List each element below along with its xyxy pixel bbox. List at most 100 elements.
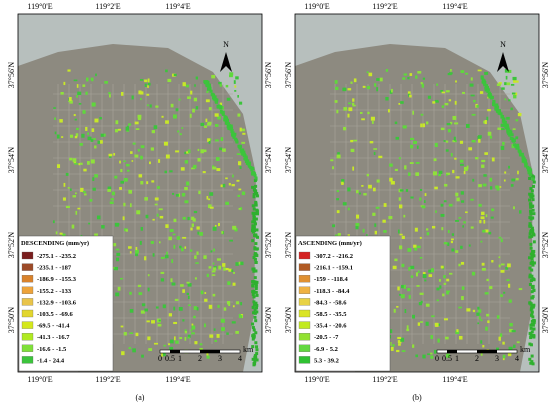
ps-point: [217, 116, 221, 120]
coast-point: [255, 235, 259, 239]
lon-label: 119°2'E: [95, 2, 120, 11]
ps-point: [119, 160, 121, 164]
coast-point: [495, 103, 499, 107]
coast-point: [253, 315, 257, 319]
ps-point: [65, 172, 69, 176]
ps-point: [389, 177, 393, 182]
ps-point: [334, 100, 338, 103]
coast-point: [219, 105, 223, 109]
lat-label: 37°52'N: [7, 232, 16, 259]
lat-label: 37°54'N: [7, 147, 16, 174]
ps-point: [166, 251, 168, 255]
ps-point: [458, 217, 462, 219]
ps-point: [208, 266, 212, 269]
ps-point: [78, 163, 81, 166]
ps-point: [169, 228, 174, 233]
coast-point: [529, 308, 533, 312]
ps-point: [415, 75, 418, 79]
ps-point: [455, 80, 457, 83]
ps-point: [130, 151, 133, 154]
coast-point: [523, 159, 527, 163]
ps-point: [190, 227, 193, 231]
coast-point: [212, 95, 216, 99]
ps-point: [461, 296, 464, 301]
ps-point: [140, 98, 142, 101]
coast-point: [529, 252, 533, 256]
scale-label: 4: [238, 354, 242, 363]
coast-point: [242, 150, 246, 154]
ps-point: [408, 294, 411, 299]
ps-point: [432, 101, 436, 104]
ps-point: [186, 292, 189, 296]
ps-point: [125, 229, 129, 232]
ps-point: [144, 197, 148, 201]
ps-point: [75, 133, 79, 137]
legend-swatch: [298, 263, 311, 271]
ps-point: [229, 239, 234, 242]
coast-point: [251, 267, 255, 271]
ps-point: [465, 72, 469, 75]
coast-point: [528, 232, 532, 236]
ps-point: [140, 310, 145, 314]
ps-point: [476, 312, 480, 316]
ps-point: [187, 149, 191, 154]
lon-label: 119°2'E: [372, 2, 397, 11]
coast-point: [503, 122, 507, 126]
coast-point: [532, 288, 536, 292]
ps-point: [398, 157, 401, 160]
coast-point: [253, 280, 257, 284]
ps-point: [225, 177, 228, 180]
coast-point: [226, 122, 230, 126]
ps-point: [392, 344, 395, 347]
ps-point: [463, 166, 468, 171]
ps-point: [224, 267, 229, 271]
ps-point: [162, 304, 166, 309]
ps-point: [190, 90, 193, 95]
coast-point: [482, 81, 486, 85]
coast-point: [244, 155, 248, 159]
ps-point: [135, 249, 139, 254]
ps-point: [232, 282, 236, 286]
ps-point: [513, 79, 516, 83]
coast-point: [485, 86, 489, 90]
ps-point: [56, 134, 60, 139]
ps-point: [445, 149, 449, 152]
ps-point: [225, 84, 229, 88]
coast-point: [255, 303, 259, 307]
ps-point: [79, 142, 83, 146]
ps-point: [82, 191, 86, 193]
ps-point: [388, 216, 393, 220]
legend-swatch: [298, 251, 311, 260]
ps-point: [129, 291, 132, 295]
coast-point: [530, 360, 534, 364]
legend-title: ASCENDING (mm/yr): [298, 240, 362, 247]
ps-point: [483, 219, 486, 224]
scale-unit: km: [243, 345, 254, 354]
coast-point: [483, 83, 487, 87]
ps-point: [482, 345, 485, 348]
ps-point: [171, 259, 174, 264]
ps-point: [460, 70, 465, 74]
ps-point: [84, 193, 87, 196]
ps-point: [509, 322, 513, 327]
ps-point: [194, 84, 196, 87]
ps-point: [336, 190, 340, 193]
ps-point: [368, 184, 372, 189]
ps-point: [374, 83, 377, 87]
ps-point: [417, 71, 422, 74]
ps-point: [369, 141, 374, 144]
ps-point: [207, 138, 211, 142]
ps-point: [180, 284, 184, 287]
ps-point: [426, 232, 430, 236]
ps-point: [97, 140, 101, 144]
coast-point: [530, 192, 534, 196]
ps-point: [408, 172, 411, 176]
ps-point: [481, 262, 485, 266]
ps-point: [125, 163, 130, 167]
legend-label: -132.9 - -103.6: [37, 299, 77, 306]
ps-point: [158, 319, 161, 322]
ps-point: [446, 172, 450, 175]
ps-point: [399, 189, 404, 192]
ps-point: [172, 114, 177, 119]
coast-point: [251, 167, 255, 171]
